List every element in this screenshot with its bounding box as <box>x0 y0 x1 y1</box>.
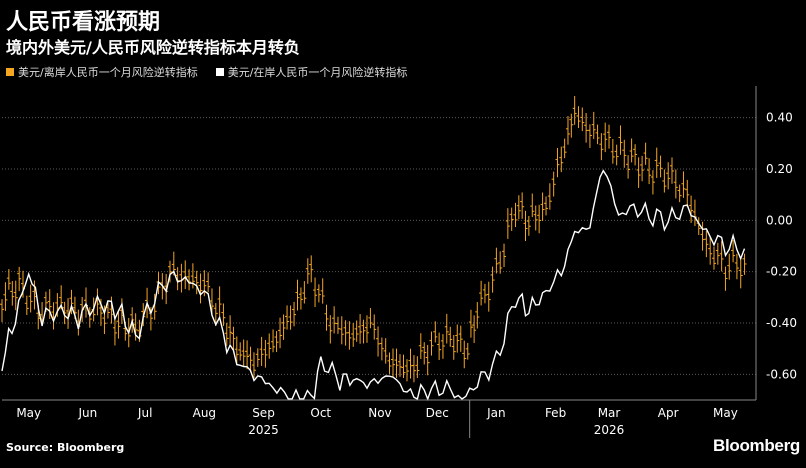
x-tick-label: Apr <box>658 406 679 420</box>
x-tick-label: Sep <box>252 406 275 420</box>
legend: 美元/离岸人民币一个月风险逆转指标 美元/在岸人民币一个月风险逆转指标 <box>6 64 407 80</box>
y-tick-label: 0.40 <box>766 111 793 125</box>
x-tick-label: Oct <box>310 406 331 420</box>
y-tick-label: 0.00 <box>766 213 793 227</box>
x-tick-label: Mar <box>598 406 621 420</box>
x-tick-label: May <box>16 406 41 420</box>
series-onshore <box>1 169 746 401</box>
x-tick-label: May <box>713 406 738 420</box>
legend-swatch-offshore <box>6 68 14 76</box>
bloomberg-logo: Bloomberg <box>712 436 800 455</box>
onshore-line <box>1 169 746 401</box>
x-year-label: 2026 <box>594 423 625 437</box>
x-tick-label: Jul <box>137 406 152 420</box>
source-note: Source: Bloomberg <box>6 441 125 454</box>
chart-subtitle: 境内外美元/人民币风险逆转指标本月转负 <box>6 38 300 57</box>
legend-item-offshore: 美元/离岸人民币一个月风险逆转指标 <box>6 64 198 80</box>
x-tick-label: Nov <box>368 406 391 420</box>
x-tick-label: Jan <box>486 406 506 420</box>
legend-label-offshore: 美元/离岸人民币一个月风险逆转指标 <box>18 66 198 79</box>
x-axis: May Jun Jul Aug Sep Oct Nov Dec Jan Feb Mar Apr May 2… <box>2 399 756 438</box>
legend-item-onshore: 美元/在岸人民币一个月风险逆转指标 <box>215 64 408 80</box>
x-tick-label: Feb <box>545 406 566 420</box>
x-tick-label: Dec <box>426 406 449 420</box>
y-tick-label: -0.20 <box>766 265 797 279</box>
y-tick-label: -0.40 <box>766 316 797 330</box>
series-offshore <box>0 96 747 383</box>
chart-title: 人民币看涨预期 <box>6 10 161 35</box>
x-year-label: 2025 <box>248 423 279 437</box>
y-tick-label: 0.20 <box>766 162 793 176</box>
legend-swatch-onshore <box>215 68 224 76</box>
y-axis: 0.40 0.20 0.00 -0.20 -0.40 -0.60 <box>755 86 797 400</box>
y-tick-label: -0.60 <box>766 367 797 381</box>
x-tick-label: Aug <box>193 406 216 420</box>
legend-label-onshore: 美元/在岸人民币一个月风险逆转指标 <box>227 66 408 79</box>
x-tick-label: Jun <box>78 406 98 420</box>
